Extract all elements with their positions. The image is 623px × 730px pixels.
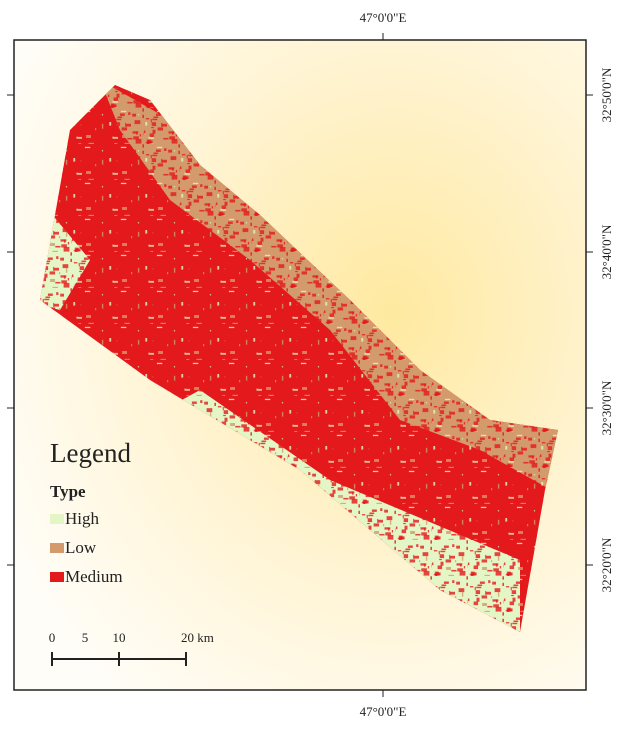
right-coordinate: 32°40'0"N: [599, 224, 614, 279]
legend-items: High Low Medium: [50, 509, 123, 586]
right-coordinate: 32°50'0"N: [599, 67, 614, 122]
legend-label: High: [65, 509, 100, 528]
top-coordinate: 47°0'0"E: [360, 10, 407, 25]
legend-label: Medium: [65, 567, 123, 586]
legend-swatch: [50, 572, 64, 582]
scale-label: 5: [82, 630, 89, 645]
legend-title: Legend: [50, 438, 131, 468]
legend-heading: Type: [50, 482, 86, 501]
legend-swatch: [50, 514, 64, 524]
right-coordinate: 32°30'0"N: [599, 380, 614, 435]
scale-bar: 0 5 10 20 km: [49, 630, 214, 666]
scale-label: 20 km: [181, 630, 214, 645]
right-coordinates: 32°50'0"N 32°40'0"N 32°30'0"N 32°20'0"N: [7, 67, 614, 592]
legend-swatch: [50, 543, 64, 553]
scale-label: 10: [113, 630, 126, 645]
legend-label: Low: [65, 538, 97, 557]
bottom-coordinate: 47°0'0"E: [360, 704, 407, 719]
right-coordinate: 32°20'0"N: [599, 537, 614, 592]
scale-label: 0: [49, 630, 56, 645]
